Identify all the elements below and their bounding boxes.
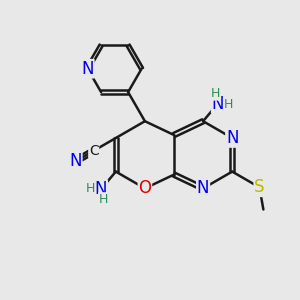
Text: N: N <box>212 94 224 112</box>
Text: N: N <box>81 60 94 78</box>
Text: N: N <box>226 129 239 147</box>
Text: C: C <box>89 144 99 158</box>
Text: N: N <box>69 152 82 170</box>
Text: H: H <box>211 87 220 100</box>
Text: H: H <box>224 98 233 111</box>
Text: H: H <box>86 182 95 195</box>
Text: H: H <box>99 193 108 206</box>
Text: O: O <box>138 179 152 197</box>
Text: N: N <box>95 180 107 198</box>
Text: N: N <box>197 179 209 197</box>
Text: S: S <box>254 178 265 196</box>
